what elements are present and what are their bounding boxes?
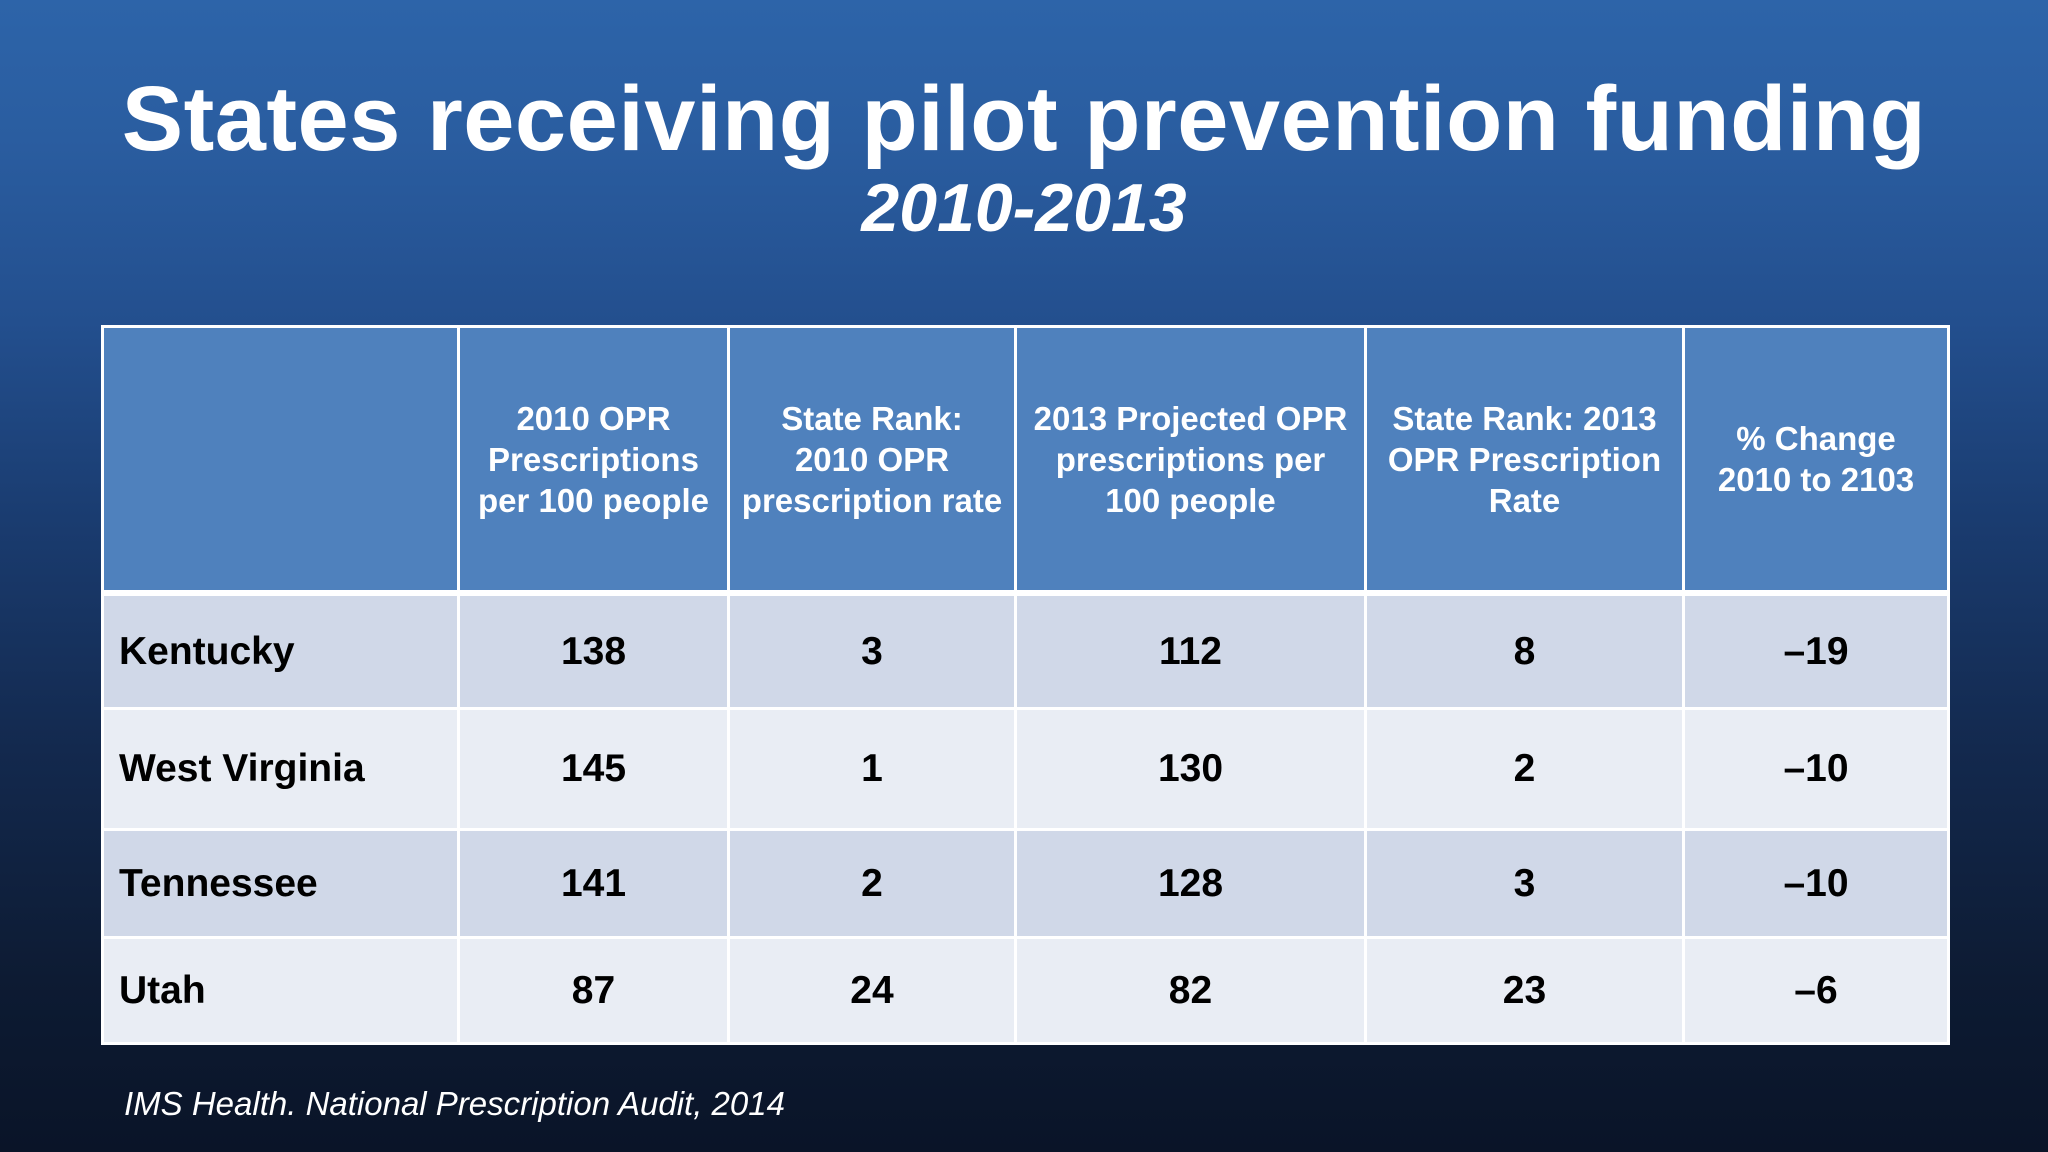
cell-percent-change: –6 (1682, 936, 1950, 1045)
cell-2010-rate: 138 (457, 591, 730, 710)
cell-2010-rate: 145 (457, 707, 730, 831)
table-row: West Virginia 145 1 130 2 –10 (101, 707, 1950, 831)
cell-2013-rate: 112 (1014, 591, 1367, 710)
header-percent-change: % Change 2010 to 2103 (1682, 325, 1950, 596)
header-2010-opr-prescriptions: 2010 OPR Prescriptions per 100 people (457, 325, 730, 596)
cell-2013-rate: 130 (1014, 707, 1367, 831)
cell-percent-change: –10 (1682, 828, 1950, 939)
header-state-rank-2013: State Rank: 2013 OPR Prescription Rate (1364, 325, 1685, 596)
table-row: Tennessee 141 2 128 3 –10 (101, 828, 1950, 939)
cell-2013-rate: 82 (1014, 936, 1367, 1045)
cell-percent-change: –19 (1682, 591, 1950, 710)
cell-2013-rank: 8 (1364, 591, 1685, 710)
cell-2010-rate: 141 (457, 828, 730, 939)
header-state-rank-2010: State Rank: 2010 OPR prescription rate (727, 325, 1017, 596)
table-header-row: 2010 OPR Prescriptions per 100 people St… (101, 325, 1950, 596)
cell-2013-rank: 2 (1364, 707, 1685, 831)
data-table: 2010 OPR Prescriptions per 100 people St… (101, 325, 1950, 1045)
state-name: Utah (101, 936, 460, 1045)
table-row: Utah 87 24 82 23 –6 (101, 936, 1950, 1045)
table-row: Kentucky 138 3 112 8 –19 (101, 591, 1950, 710)
source-citation: IMS Health. National Prescription Audit,… (124, 1085, 785, 1122)
state-name: Tennessee (101, 828, 460, 939)
slide-subtitle: 2010-2013 (861, 170, 1187, 246)
cell-2010-rank: 2 (727, 828, 1017, 939)
cell-2013-rank: 3 (1364, 828, 1685, 939)
slide-title: States receiving pilot prevention fundin… (121, 68, 1927, 170)
cell-2013-rate: 128 (1014, 828, 1367, 939)
cell-2010-rate: 87 (457, 936, 730, 1045)
cell-2010-rank: 1 (727, 707, 1017, 831)
header-cell-empty (101, 325, 460, 596)
cell-2010-rank: 3 (727, 591, 1017, 710)
cell-2013-rank: 23 (1364, 936, 1685, 1045)
state-name: Kentucky (101, 591, 460, 710)
cell-percent-change: –10 (1682, 707, 1950, 831)
header-2013-projected-opr: 2013 Projected OPR prescriptions per 100… (1014, 325, 1367, 596)
state-name: West Virginia (101, 707, 460, 831)
cell-2010-rank: 24 (727, 936, 1017, 1045)
